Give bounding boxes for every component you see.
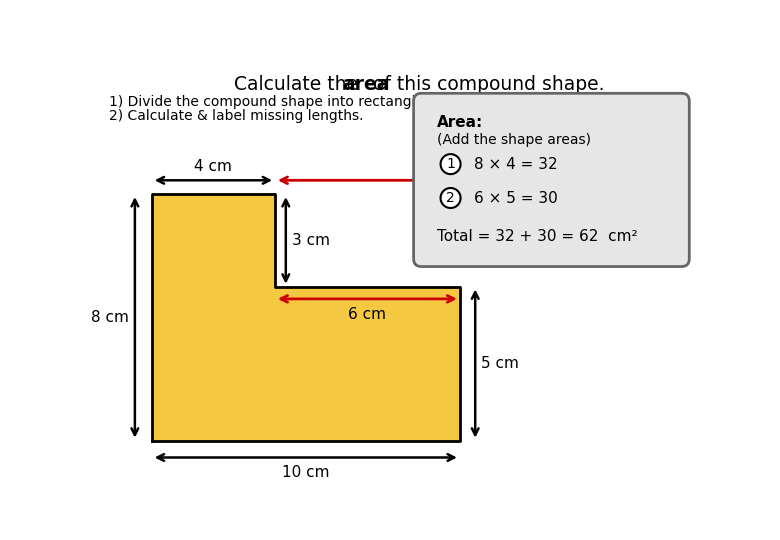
Text: 8 × 4 = 32: 8 × 4 = 32 <box>473 157 557 172</box>
Text: Total = 32 + 30 = 62  cm²: Total = 32 + 30 = 62 cm² <box>437 229 637 244</box>
Text: 2: 2 <box>446 191 455 205</box>
Text: area: area <box>342 75 389 93</box>
Text: 4 cm: 4 cm <box>194 159 232 174</box>
Text: 8 cm: 8 cm <box>90 310 129 325</box>
Circle shape <box>441 154 460 174</box>
Text: 2) Calculate & label missing lengths.: 2) Calculate & label missing lengths. <box>108 109 363 123</box>
Text: of this compound shape.: of this compound shape. <box>367 75 604 93</box>
Polygon shape <box>152 194 460 441</box>
Text: (Add the shape areas): (Add the shape areas) <box>437 133 590 147</box>
Circle shape <box>441 188 460 208</box>
Text: 6 × 5 = 30: 6 × 5 = 30 <box>473 191 558 206</box>
Text: 3 cm: 3 cm <box>292 233 330 248</box>
FancyBboxPatch shape <box>413 93 690 267</box>
Text: Calculate the: Calculate the <box>234 75 364 93</box>
Text: 5 cm: 5 cm <box>481 356 519 371</box>
Text: 1: 1 <box>446 157 455 171</box>
Text: 1) Divide the compound shape into rectangles.: 1) Divide the compound shape into rectan… <box>108 94 435 109</box>
Text: 6 cm: 6 cm <box>349 307 386 322</box>
Text: 10 cm: 10 cm <box>282 465 330 480</box>
Text: Area:: Area: <box>437 115 483 130</box>
